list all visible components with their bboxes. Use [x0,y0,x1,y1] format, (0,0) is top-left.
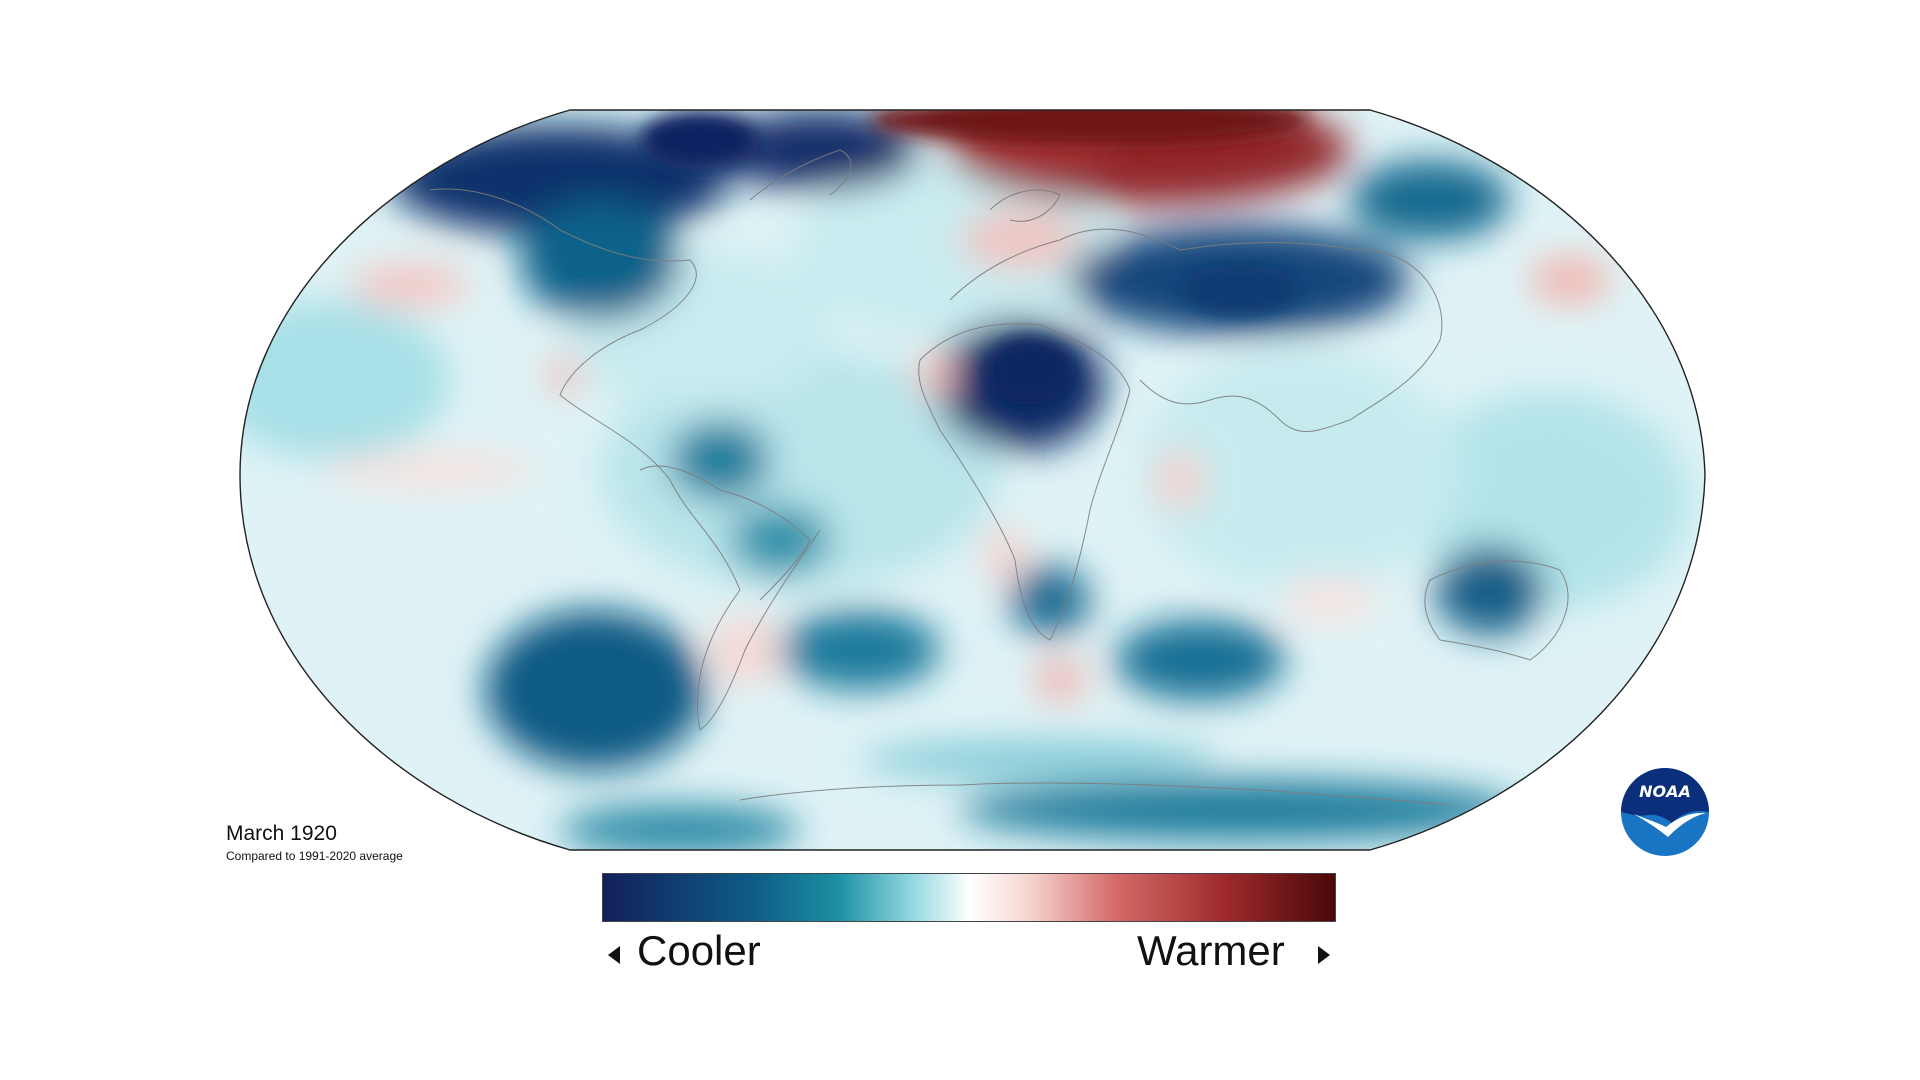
svg-text:NOAA: NOAA [1639,782,1691,801]
anomaly-field [240,110,1705,850]
right-triangle-icon [1318,946,1330,964]
color-scale-bar [602,873,1336,922]
cooler-label: Cooler [637,927,761,974]
warmer-label: Warmer [1137,927,1285,974]
left-triangle-icon [608,946,620,964]
map-subtitle: Compared to 1991-2020 average [226,849,403,863]
map-title: March 1920 [226,822,337,845]
color-scale-gradient [603,874,1335,921]
noaa-logo: NOAA [1621,768,1709,856]
